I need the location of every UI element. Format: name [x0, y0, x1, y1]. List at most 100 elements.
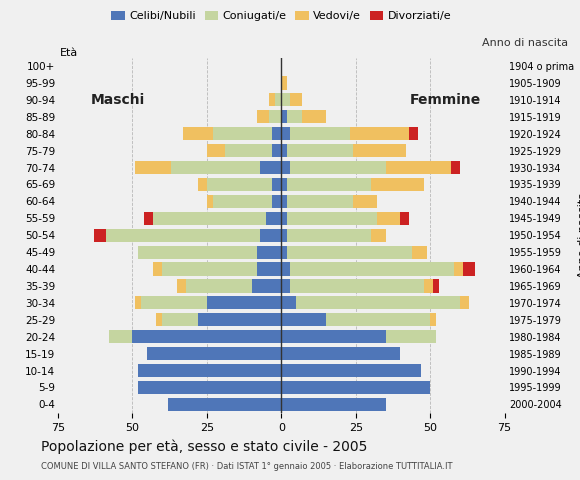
Bar	[207, 178, 273, 191]
Bar	[353, 144, 407, 157]
Bar	[281, 330, 386, 343]
Bar	[273, 127, 281, 140]
Bar	[281, 178, 287, 191]
Bar	[139, 381, 281, 394]
Bar	[371, 178, 424, 191]
Bar	[269, 110, 281, 123]
Bar	[156, 313, 162, 326]
Bar	[409, 127, 418, 140]
Bar	[139, 245, 258, 259]
Bar	[213, 195, 273, 208]
Text: Maschi: Maschi	[90, 93, 144, 107]
Bar	[281, 347, 400, 360]
Bar	[287, 178, 371, 191]
Bar	[386, 161, 451, 174]
Bar	[106, 228, 260, 242]
Bar	[454, 263, 463, 276]
Bar	[290, 263, 454, 276]
Bar	[371, 228, 386, 242]
Bar	[290, 127, 350, 140]
Bar	[281, 313, 326, 326]
Bar	[269, 93, 276, 107]
Bar	[258, 110, 269, 123]
Bar	[153, 263, 162, 276]
Legend: Celibi/Nubili, Coniugati/e, Vedovi/e, Divorziati/e: Celibi/Nubili, Coniugati/e, Vedovi/e, Di…	[107, 6, 456, 25]
Bar	[135, 161, 171, 174]
Bar	[162, 263, 258, 276]
Bar	[281, 263, 290, 276]
Bar	[296, 296, 460, 310]
Bar	[168, 398, 281, 411]
Bar	[281, 381, 430, 394]
Bar	[108, 330, 132, 343]
Bar	[433, 279, 439, 292]
Bar	[287, 195, 353, 208]
Bar	[281, 161, 290, 174]
Bar	[424, 279, 433, 292]
Bar	[281, 364, 421, 377]
Bar	[290, 93, 302, 107]
Bar	[153, 212, 266, 225]
Bar	[177, 279, 186, 292]
Bar	[386, 330, 436, 343]
Bar	[281, 144, 287, 157]
Bar	[287, 212, 376, 225]
Text: COMUNE DI VILLA SANTO STEFANO (FR) · Dati ISTAT 1° gennaio 2005 · Elaborazione T: COMUNE DI VILLA SANTO STEFANO (FR) · Dat…	[41, 462, 452, 471]
Bar	[162, 313, 198, 326]
Bar	[135, 296, 142, 310]
Bar	[207, 195, 213, 208]
Bar	[281, 228, 287, 242]
Bar	[273, 178, 281, 191]
Bar	[258, 263, 281, 276]
Bar	[460, 296, 469, 310]
Bar	[287, 110, 302, 123]
Bar	[376, 212, 400, 225]
Bar	[213, 127, 273, 140]
Bar	[290, 161, 386, 174]
Bar	[463, 263, 475, 276]
Bar	[287, 245, 412, 259]
Bar	[198, 178, 207, 191]
Bar	[287, 228, 371, 242]
Bar	[281, 212, 287, 225]
Bar	[400, 212, 409, 225]
Bar	[207, 296, 281, 310]
Bar	[281, 110, 287, 123]
Bar	[198, 313, 281, 326]
Bar	[273, 195, 281, 208]
Bar	[281, 279, 290, 292]
Bar	[132, 330, 281, 343]
Bar	[353, 195, 376, 208]
Bar	[260, 161, 281, 174]
Text: Età: Età	[60, 48, 78, 59]
Text: Anno di nascita: Anno di nascita	[483, 38, 568, 48]
Bar	[171, 161, 260, 174]
Bar	[326, 313, 430, 326]
Bar	[183, 127, 213, 140]
Bar	[350, 127, 409, 140]
Bar	[302, 110, 326, 123]
Bar	[287, 144, 353, 157]
Bar	[281, 195, 287, 208]
Bar	[252, 279, 281, 292]
Bar	[281, 398, 386, 411]
Text: Popolazione per età, sesso e stato civile - 2005: Popolazione per età, sesso e stato civil…	[41, 439, 367, 454]
Bar	[186, 279, 252, 292]
Bar	[224, 144, 273, 157]
Bar	[281, 296, 296, 310]
Bar	[147, 347, 281, 360]
Bar	[273, 144, 281, 157]
Bar	[260, 228, 281, 242]
Bar	[430, 313, 436, 326]
Bar	[139, 364, 281, 377]
Bar	[94, 228, 106, 242]
Bar	[451, 161, 460, 174]
Bar	[142, 296, 207, 310]
Text: Femmine: Femmine	[409, 93, 481, 107]
Y-axis label: Anno di nascita: Anno di nascita	[578, 192, 580, 278]
Bar	[144, 212, 153, 225]
Bar	[290, 279, 424, 292]
Bar	[276, 93, 281, 107]
Bar	[258, 245, 281, 259]
Bar	[281, 127, 290, 140]
